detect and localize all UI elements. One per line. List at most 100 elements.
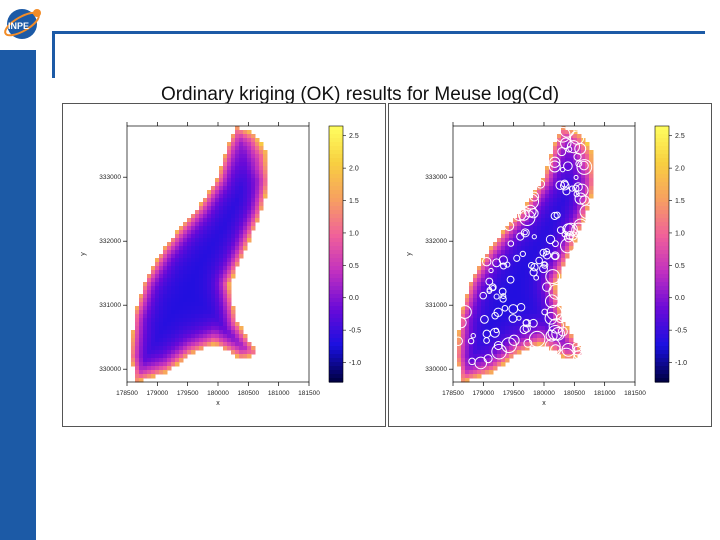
raster-cell (537, 218, 542, 223)
colorbar-step (655, 334, 669, 339)
raster-cell (151, 286, 156, 291)
raster-cell (171, 346, 176, 351)
raster-cell (199, 250, 204, 255)
raster-cell (163, 294, 168, 299)
raster-cell (465, 310, 470, 315)
colorbar-tick-label: -1.0 (349, 360, 361, 367)
raster-cell (179, 294, 184, 299)
raster-cell (195, 326, 200, 331)
raster-cell (489, 258, 494, 263)
raster-cell (139, 366, 144, 371)
raster-cell (167, 314, 172, 319)
raster-cell (259, 182, 264, 187)
raster-cell (251, 186, 256, 191)
x-tick-label: 179500 (177, 390, 199, 397)
raster-cell (521, 238, 526, 243)
raster-cell (191, 250, 196, 255)
raster-cell (553, 218, 558, 223)
raster-cell (243, 146, 248, 151)
raster-cell (199, 254, 204, 259)
raster-cell (553, 310, 558, 315)
raster-cell (529, 334, 534, 339)
raster-cell (203, 326, 208, 331)
raster-cell (203, 214, 208, 219)
raster-cell (561, 250, 566, 255)
sample-point (504, 220, 515, 232)
raster-cell (533, 334, 538, 339)
colorbar-step (655, 250, 669, 255)
raster-cell (521, 246, 526, 251)
raster-cell (183, 342, 188, 347)
raster-cell (203, 274, 208, 279)
raster-cell (561, 130, 566, 135)
raster-cell (581, 170, 586, 175)
raster-cell (561, 222, 566, 227)
raster-cell (135, 314, 140, 319)
raster-cell (553, 290, 558, 295)
raster-cell (521, 210, 526, 215)
raster-cell (171, 254, 176, 259)
raster-cell (565, 242, 570, 247)
raster-cell (183, 338, 188, 343)
raster-cell (557, 258, 562, 263)
raster-cell (227, 242, 232, 247)
raster-cell (497, 298, 502, 303)
raster-cell (203, 254, 208, 259)
raster-cell (223, 166, 228, 171)
raster-cell (525, 218, 530, 223)
sample-point (576, 159, 593, 175)
raster-cell (573, 174, 578, 179)
raster-cell (481, 294, 486, 299)
raster-cell (497, 334, 502, 339)
raster-cell (537, 310, 542, 315)
raster-cell (537, 198, 542, 203)
raster-cell (227, 342, 232, 347)
raster-cell (465, 346, 470, 351)
raster-cell (175, 254, 180, 259)
raster-cell (239, 326, 244, 331)
raster-cell (167, 326, 172, 331)
raster-cell (235, 190, 240, 195)
raster-cell (509, 282, 514, 287)
raster-cell (505, 346, 510, 351)
raster-cell (227, 178, 232, 183)
raster-cell (175, 266, 180, 271)
raster-cell (505, 306, 510, 311)
raster-cell (473, 338, 478, 343)
raster-cell (195, 322, 200, 327)
raster-cell (505, 242, 510, 247)
raster-cell (151, 306, 156, 311)
raster-cell (147, 338, 152, 343)
sample-point (483, 337, 490, 344)
raster-cell (199, 214, 204, 219)
raster-cell (131, 362, 136, 367)
raster-cell (199, 274, 204, 279)
raster-cell (203, 282, 208, 287)
raster-cell (505, 286, 510, 291)
raster-cell (589, 174, 594, 179)
raster-cell (545, 302, 550, 307)
raster-cell (529, 298, 534, 303)
raster-cell (505, 342, 510, 347)
raster-cell (231, 318, 236, 323)
colorbar-step (329, 370, 343, 375)
raster-cell (493, 334, 498, 339)
raster-cell (187, 286, 192, 291)
sample-point (493, 307, 503, 317)
raster-cell (179, 258, 184, 263)
raster-cell (219, 278, 224, 283)
raster-cell (521, 286, 526, 291)
raster-cell (243, 210, 248, 215)
raster-cell (569, 210, 574, 215)
raster-cell (485, 322, 490, 327)
colorbar: -1.0-0.50.00.51.01.52.02.5 (654, 125, 687, 383)
raster-cell (231, 134, 236, 139)
raster-cell (255, 210, 260, 215)
raster-cell (505, 290, 510, 295)
raster-cell (525, 254, 530, 259)
raster-cell (585, 162, 590, 167)
raster-cell (195, 342, 200, 347)
raster-cell (215, 214, 220, 219)
raster-cell (263, 178, 268, 183)
raster-cell (199, 314, 204, 319)
